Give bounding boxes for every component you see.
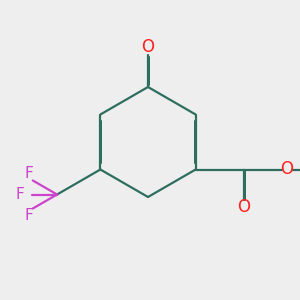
Text: O: O	[237, 199, 250, 217]
Text: F: F	[24, 166, 33, 181]
Text: F: F	[24, 208, 33, 223]
Text: F: F	[16, 187, 24, 202]
Text: O: O	[280, 160, 293, 178]
Text: O: O	[142, 38, 154, 56]
